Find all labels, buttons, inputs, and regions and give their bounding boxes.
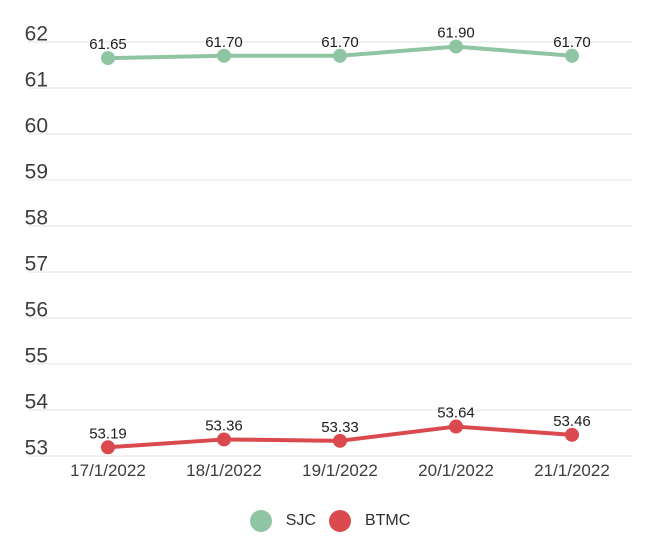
y-axis-tick-label: 55 — [25, 345, 48, 368]
btmc-data-value-label-3: 53.64 — [437, 405, 475, 422]
y-axis-tick-label: 57 — [25, 253, 48, 276]
btmc-data-value-label-4: 53.46 — [553, 413, 591, 430]
sjc-data-point-4[interactable] — [565, 48, 579, 63]
sjc-data-point-1[interactable] — [217, 48, 231, 63]
sjc-data-value-label-1: 61.70 — [205, 34, 243, 51]
y-axis-tick-label: 54 — [25, 391, 49, 414]
x-axis-tick-label: 19/1/2022 — [302, 461, 378, 480]
chart-legend: SJC BTMC — [0, 509, 660, 533]
y-axis-tick-label: 62 — [25, 23, 48, 46]
sjc-data-value-label-2: 61.70 — [321, 34, 359, 51]
sjc-data-value-label-4: 61.70 — [553, 34, 591, 51]
sjc-data-point-2[interactable] — [333, 48, 347, 63]
y-axis-tick-label: 58 — [25, 207, 48, 230]
btmc-data-value-label-0: 53.19 — [89, 425, 127, 442]
x-axis-tick-label: 17/1/2022 — [70, 461, 146, 480]
sjc-data-point-0[interactable] — [101, 51, 115, 66]
legend-label: SJC — [285, 512, 316, 529]
btmc-data-value-label-1: 53.36 — [205, 417, 243, 434]
y-axis-tick-label: 53 — [25, 437, 48, 460]
btmc-data-point-1[interactable] — [217, 432, 231, 447]
btmc-data-value-label-2: 53.33 — [321, 419, 359, 436]
sjc-data-value-label-0: 61.65 — [89, 36, 127, 53]
btmc-data-point-3[interactable] — [449, 419, 463, 434]
btmc-data-point-0[interactable] — [101, 440, 115, 455]
y-axis-tick-label: 61 — [25, 69, 48, 92]
x-axis-tick-label: 18/1/2022 — [186, 461, 262, 480]
x-axis-tick-label: 21/1/2022 — [534, 461, 610, 480]
legend-item-btmc[interactable]: BTMC — [328, 510, 411, 532]
legend-label: BTMC — [364, 512, 411, 529]
sjc-data-point-3[interactable] — [449, 39, 463, 54]
sjc-data-value-label-3: 61.90 — [437, 25, 475, 42]
btmc-legend-swatch-icon — [328, 510, 351, 532]
sjc-legend-swatch-icon — [249, 510, 272, 532]
y-axis-tick-label: 60 — [25, 115, 48, 138]
btmc-data-point-4[interactable] — [565, 427, 579, 442]
legend-item-sjc[interactable]: SJC — [249, 510, 316, 532]
y-axis-tick-label: 59 — [25, 161, 48, 184]
x-axis-tick-label: 20/1/2022 — [418, 461, 494, 480]
btmc-data-point-2[interactable] — [333, 433, 347, 448]
y-axis-tick-label: 56 — [25, 299, 48, 322]
plot-area: 62 61 60 59 58 57 56 55 54 53 17/1/2022 18/1/2022 19… — [25, 23, 632, 480]
